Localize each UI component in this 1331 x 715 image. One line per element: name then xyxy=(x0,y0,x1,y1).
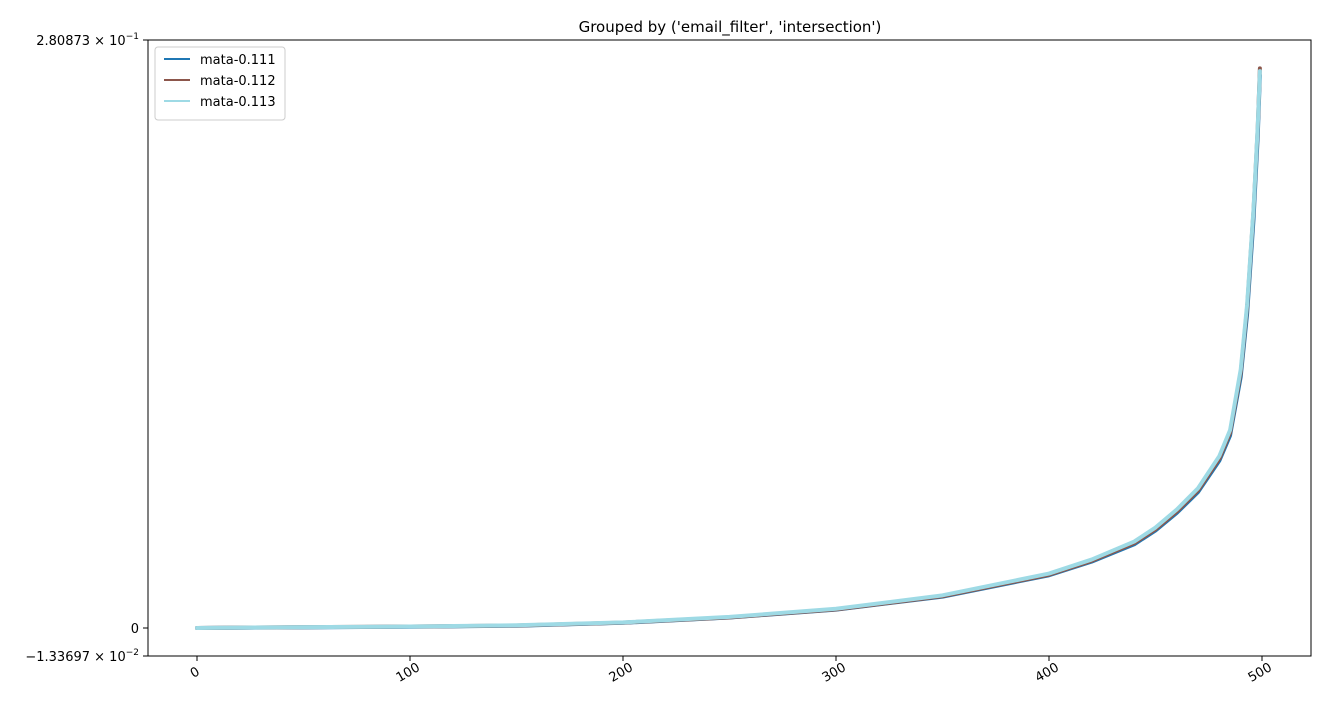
x-axis: 0 100 200 300 400 500 xyxy=(188,656,1275,686)
series-line-mata-0.113 xyxy=(194,69,1262,631)
x-tick-label: 0 xyxy=(188,664,203,681)
legend: mata-0.111 mata-0.112 mata-0.113 xyxy=(154,46,286,121)
legend-label: mata-0.111 xyxy=(200,53,276,68)
y-tick-label: 0 xyxy=(131,622,139,637)
x-tick-label: 200 xyxy=(607,660,636,685)
x-tick-label: 500 xyxy=(1246,660,1275,685)
plot-frame xyxy=(147,39,1312,657)
x-tick-label: 100 xyxy=(394,660,423,685)
legend-label: mata-0.113 xyxy=(200,95,276,110)
plot-area xyxy=(148,40,1311,656)
chart-title: Grouped by ('email_filter', 'intersectio… xyxy=(579,18,882,37)
x-tick-label: 300 xyxy=(820,660,849,685)
x-tick-label: 400 xyxy=(1033,660,1062,685)
y-axis: 2.80873 × 10−1 0 −1.33697 × 10−2 xyxy=(25,32,148,665)
legend-label: mata-0.112 xyxy=(200,74,276,89)
y-tick-label: 2.80873 × 10−1 xyxy=(36,32,139,49)
series-lines xyxy=(194,66,1262,631)
y-tick-label: −1.33697 × 10−2 xyxy=(25,648,139,665)
